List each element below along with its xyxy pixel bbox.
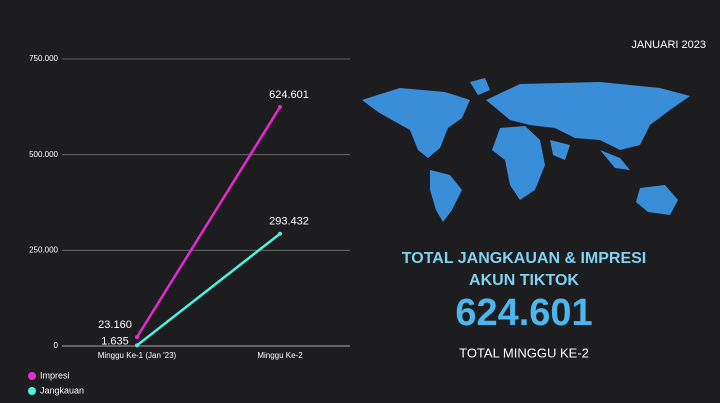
line xyxy=(135,106,282,338)
legend-label: Jangkauan xyxy=(40,385,84,395)
point xyxy=(135,343,139,348)
value-label: 624.601 xyxy=(269,89,309,101)
y-tick-label: 750.000 xyxy=(29,54,58,63)
total-value: 624.601 xyxy=(455,292,592,334)
value-label: 23.160 xyxy=(98,319,132,331)
value-label: 293.432 xyxy=(269,216,309,228)
value-label: 1.635 xyxy=(101,335,129,347)
y-tick-label: 250.000 xyxy=(29,245,58,254)
heading: TOTAL JANGKAUAN & IMPRESI xyxy=(402,250,646,267)
world-map xyxy=(362,78,690,222)
legend-marker xyxy=(28,387,36,395)
point xyxy=(135,335,139,340)
point xyxy=(278,231,282,236)
date: JANUARI 2023 xyxy=(631,39,706,51)
caption: TOTAL MINGGU KE-2 xyxy=(459,345,589,360)
point xyxy=(278,104,282,109)
line xyxy=(136,232,281,347)
y-tick-label: 0 xyxy=(54,341,59,350)
x-tick-label: Minggu Ke-1 (Jan '23) xyxy=(98,351,177,360)
x-tick-label: Minggu Ke-2 xyxy=(257,351,303,360)
heading: AKUN TIKTOK xyxy=(469,272,579,289)
legend-label: Impresi xyxy=(40,370,70,380)
y-tick-label: 500.000 xyxy=(29,150,58,159)
legend-marker xyxy=(28,372,36,380)
